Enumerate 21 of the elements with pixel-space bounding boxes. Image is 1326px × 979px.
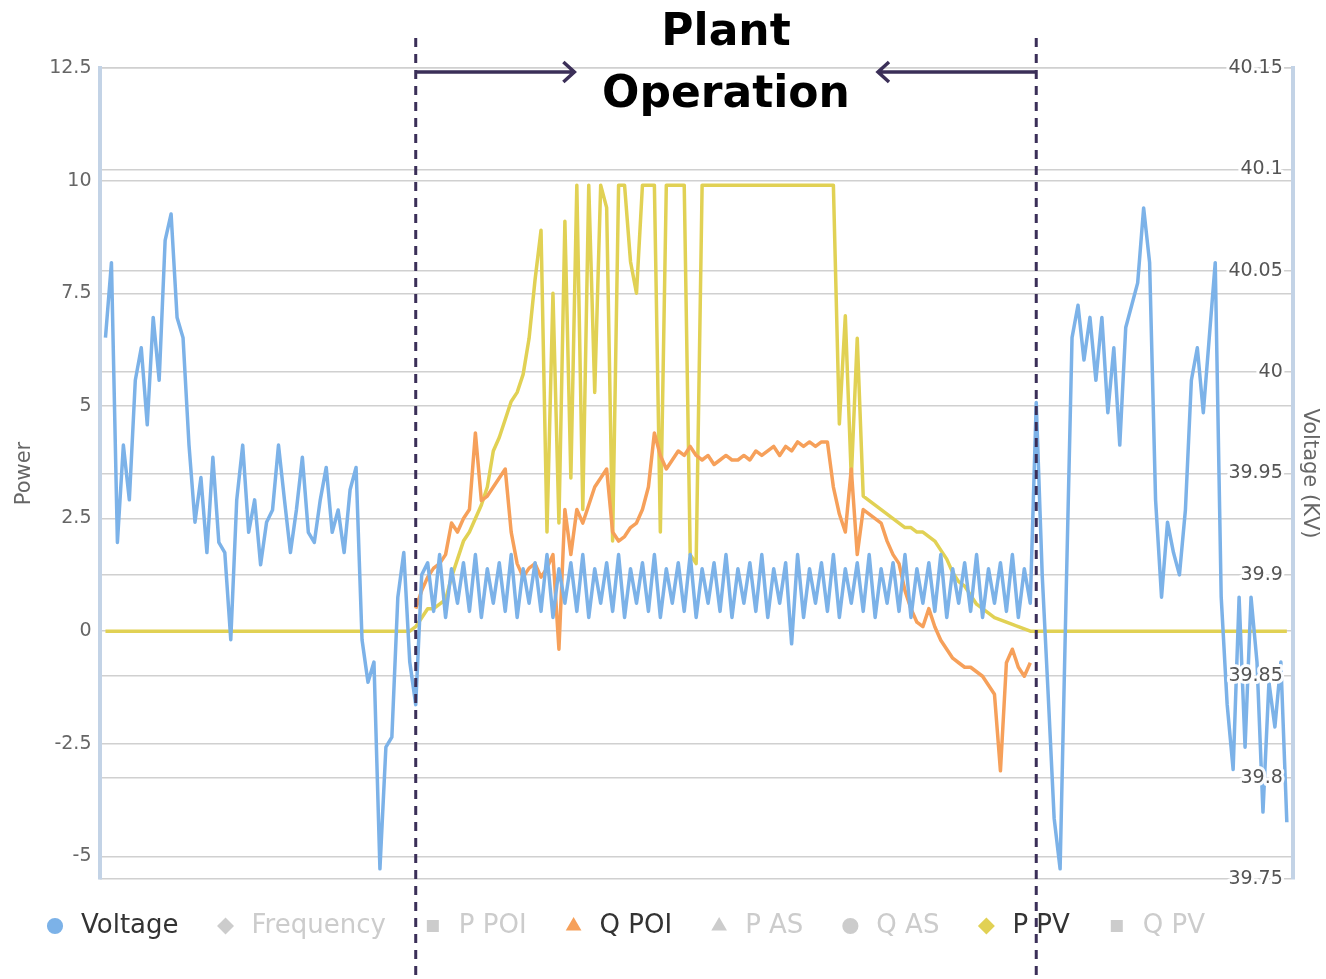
y-tick-label: 7.5 xyxy=(61,280,92,303)
y2-tick-label: 40.15 xyxy=(1228,54,1283,77)
y2-tick-label: 39.75 xyxy=(1228,865,1283,888)
legend-label: P PV xyxy=(1012,908,1071,939)
y-tick-label: -2.5 xyxy=(54,730,92,753)
y-tick-label: 0 xyxy=(79,618,92,641)
y2-axis-title: Voltage (KV) xyxy=(1298,408,1323,539)
y-tick-label: 5 xyxy=(79,392,92,415)
y-tick-label: 2.5 xyxy=(61,505,92,528)
y-axis-title: Power xyxy=(11,441,36,506)
legend-label: Voltage xyxy=(81,908,179,939)
y2-tick-label: 39.95 xyxy=(1228,460,1283,483)
y-tick-label: 12.5 xyxy=(49,54,92,77)
y-tick-label: -5 xyxy=(72,843,92,866)
y2-tick-label: 40.1 xyxy=(1240,156,1283,179)
legend-label: Q POI xyxy=(599,908,673,939)
y2-tick-label: 40 xyxy=(1258,359,1283,382)
y2-tick-label: 39.9 xyxy=(1240,561,1283,584)
y2-tick-label: 40.05 xyxy=(1228,257,1283,280)
annotation: Plant Operation xyxy=(602,4,850,118)
y-tick-label: 10 xyxy=(67,167,92,190)
